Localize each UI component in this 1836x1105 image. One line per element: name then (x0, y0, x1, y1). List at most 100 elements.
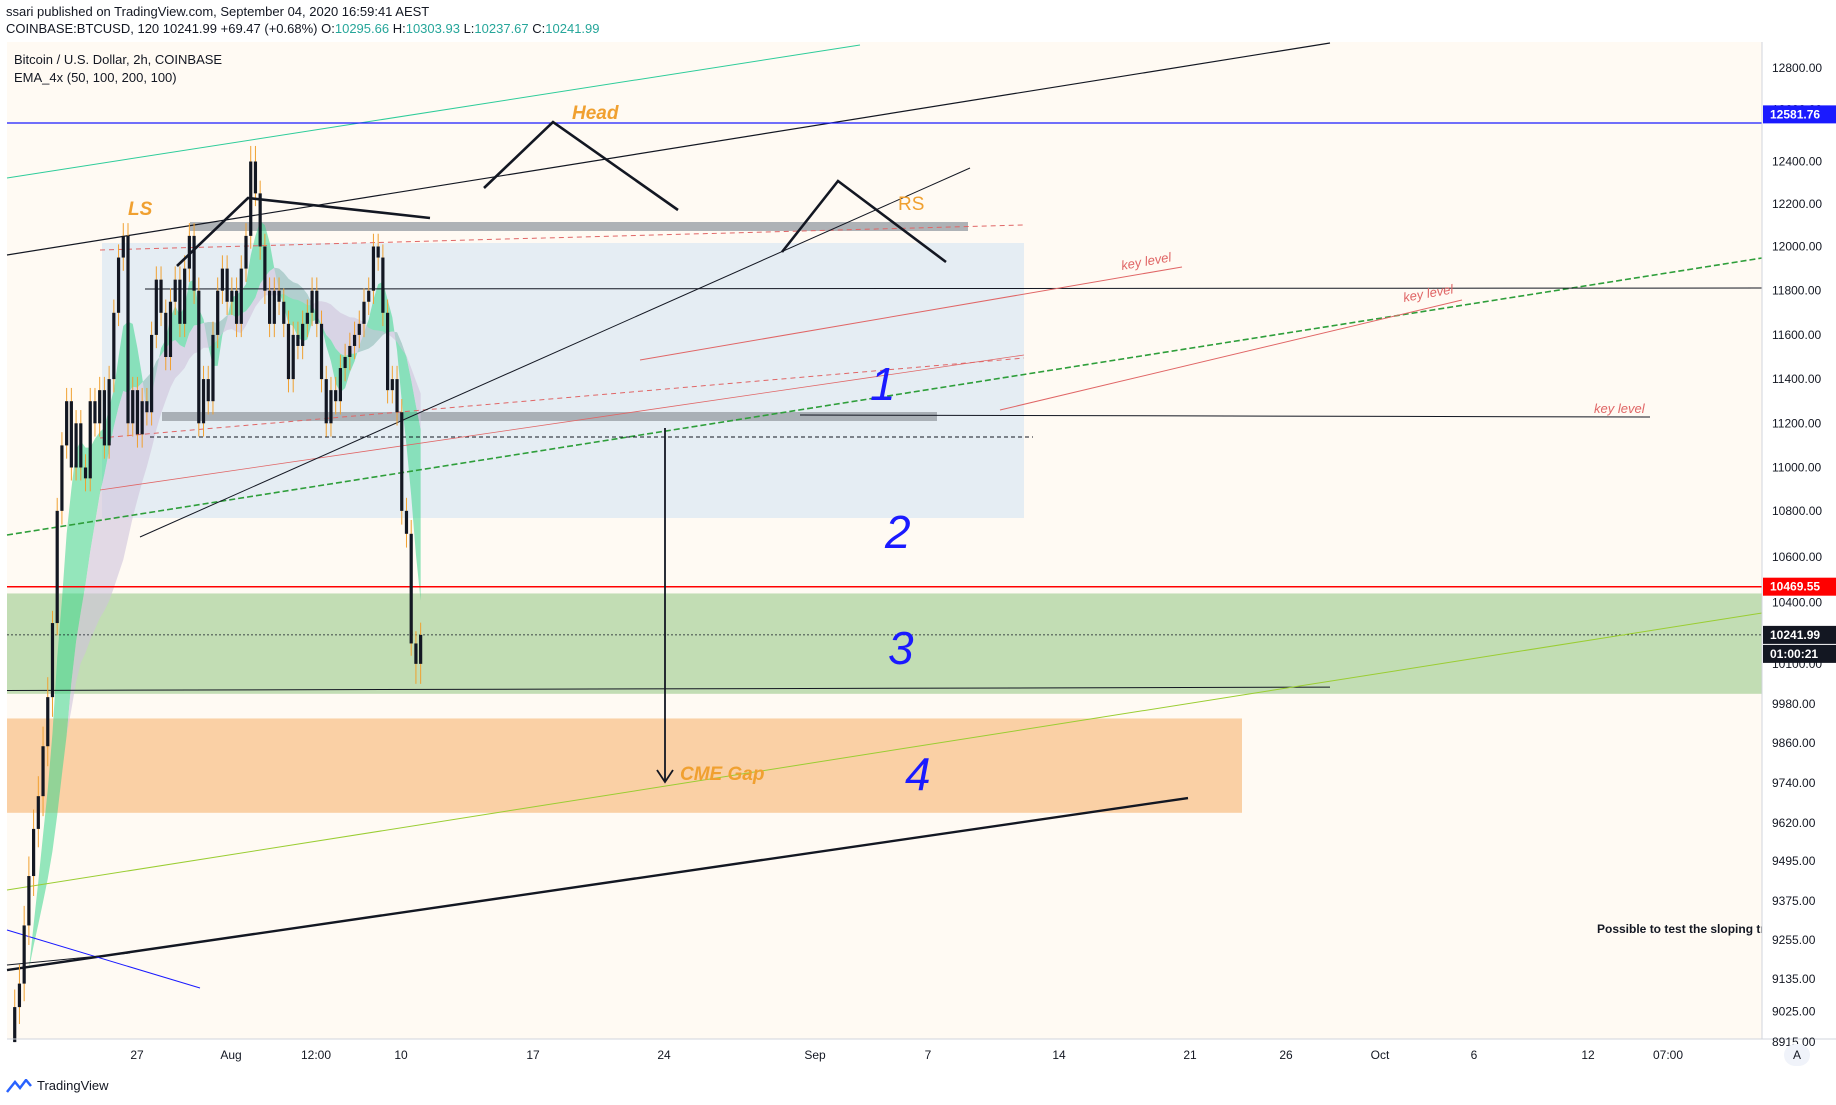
price-tick-label: 12400.00 (1772, 155, 1822, 169)
open-label: O: (321, 21, 335, 36)
price-tick-label: 9025.00 (1772, 1005, 1816, 1019)
time-tick-label: 17 (526, 1048, 540, 1062)
time-axis[interactable]: 27 Aug 12:00 10 17 24 Sep 7 14 21 26 Oct 6 12 07:00 (130, 1048, 1683, 1062)
candle-body (319, 323, 324, 380)
key-level-horizontal (144, 287, 1763, 290)
candle-body (126, 235, 130, 424)
left-shoulder-stroke (176, 196, 431, 267)
drawings-layer: 1 2 3 4 (176, 120, 947, 800)
candles-layer (13, 145, 423, 1043)
time-tick-label: 26 (1279, 1048, 1293, 1062)
low-label: L: (463, 21, 475, 36)
ema-ribbon-slow (10, 267, 421, 1043)
time-tick-label: 12:00 (301, 1048, 331, 1062)
price-tick-label: 9135.00 (1772, 972, 1816, 986)
price-marker-box (1763, 577, 1836, 596)
candle-body (46, 697, 50, 747)
footer-brand[interactable]: TradingView (6, 1078, 109, 1093)
price-tick-label: 11800.00 (1772, 284, 1821, 298)
price-tick-label: 11200.00 (1772, 416, 1821, 430)
candle-body (60, 445, 64, 511)
price-tick-label: 12200.00 (1772, 197, 1822, 211)
price-tick-label: 10600.00 (1772, 550, 1822, 564)
time-tick-label: 10 (394, 1048, 408, 1062)
annotation-label: Possible to test the sloping tr (1597, 922, 1765, 936)
key-level-line-1 (639, 266, 1183, 361)
candle-body (338, 368, 342, 402)
candle-body (239, 268, 243, 324)
candle-body (121, 235, 125, 258)
close-label: C: (532, 21, 546, 36)
candle-body (386, 312, 390, 391)
price-tick-label: 9375.00 (1772, 894, 1816, 908)
candle-body (201, 379, 206, 424)
price-tick-label: 9980.00 (1772, 697, 1816, 711)
annotation-label: Head (572, 103, 619, 124)
candle-body (83, 467, 88, 479)
candle-body (357, 323, 361, 335)
candle-body (315, 290, 319, 324)
candle-body (178, 279, 182, 324)
annotation-label: CME Gap (680, 764, 764, 785)
candle-body (150, 334, 154, 413)
candle-body (296, 334, 300, 346)
candle-body (27, 876, 31, 926)
candle-body (32, 828, 36, 877)
close-value: 10241.99 (545, 21, 600, 36)
price-tick-label: 12000.00 (1772, 240, 1822, 254)
upper-teal-line (6, 44, 861, 179)
target-arrow-head (656, 769, 674, 784)
price-marker-label: 01:00:21 (1770, 647, 1818, 661)
ema-ribbon-fast (10, 221, 421, 1043)
neckline-bar (162, 412, 937, 421)
handwritten-number: 2 (884, 506, 911, 558)
time-tick-label: 21 (1183, 1048, 1197, 1062)
price-marker-box (1763, 625, 1836, 644)
published-text: ssari published on TradingView.com, Sept… (6, 4, 430, 19)
ohlc-line: COINBASE:BTCUSD, 120 10241.99 +69.47 (+0… (6, 21, 600, 36)
candle-body (390, 379, 394, 391)
candle-body (301, 323, 305, 346)
published-line: ssari published on TradingView.com, Sept… (6, 4, 429, 19)
candle-body (36, 796, 40, 829)
high-value: 10303.93 (405, 21, 460, 36)
candle-body (74, 423, 78, 468)
time-tick-label: 14 (1052, 1048, 1066, 1062)
low-value: 10237.67 (474, 21, 529, 36)
candle-body (343, 357, 347, 369)
legend-indicator: EMA_4x (50, 100, 200, 100) (14, 70, 177, 85)
candle-body (65, 401, 69, 446)
candle-body (168, 301, 173, 357)
candle-body (102, 390, 106, 446)
handwritten-number: 4 (905, 748, 931, 800)
price-tick-label: 11600.00 (1772, 328, 1821, 342)
price-tick-label: 9495.00 (1772, 854, 1816, 868)
price-tick-label: 11000.00 (1772, 461, 1821, 475)
key-level-line-2 (999, 299, 1463, 411)
yellow-green-line (6, 612, 1763, 891)
trendlines-layer (6, 42, 1763, 989)
auto-scale-button[interactable]: A (1784, 1044, 1810, 1066)
price-tick-label: 9620.00 (1772, 816, 1816, 830)
candle-body (79, 423, 83, 468)
candle-body (272, 290, 276, 324)
candle-body (159, 279, 163, 313)
candle-body (395, 379, 399, 413)
open-value: 10295.66 (334, 21, 390, 36)
candle-body (22, 925, 26, 984)
candle-body (329, 390, 333, 424)
candle-body (187, 235, 191, 269)
legend-title: Bitcoin / U.S. Dollar, 2h, COINBASE (14, 52, 223, 67)
candle-body (112, 312, 116, 380)
lower-bold-trendline (6, 796, 1189, 972)
blue-small-line (6, 929, 201, 989)
handwritten-number: 1 (870, 358, 896, 410)
candle-body (220, 268, 224, 291)
time-tick-label: Oct (1371, 1048, 1390, 1062)
candle-body (197, 290, 201, 424)
candle-body (173, 279, 177, 302)
price-axis[interactable]: 12800.0012600.0012400.0012200.0012000.00… (1763, 61, 1836, 1049)
candle-body (140, 401, 144, 435)
